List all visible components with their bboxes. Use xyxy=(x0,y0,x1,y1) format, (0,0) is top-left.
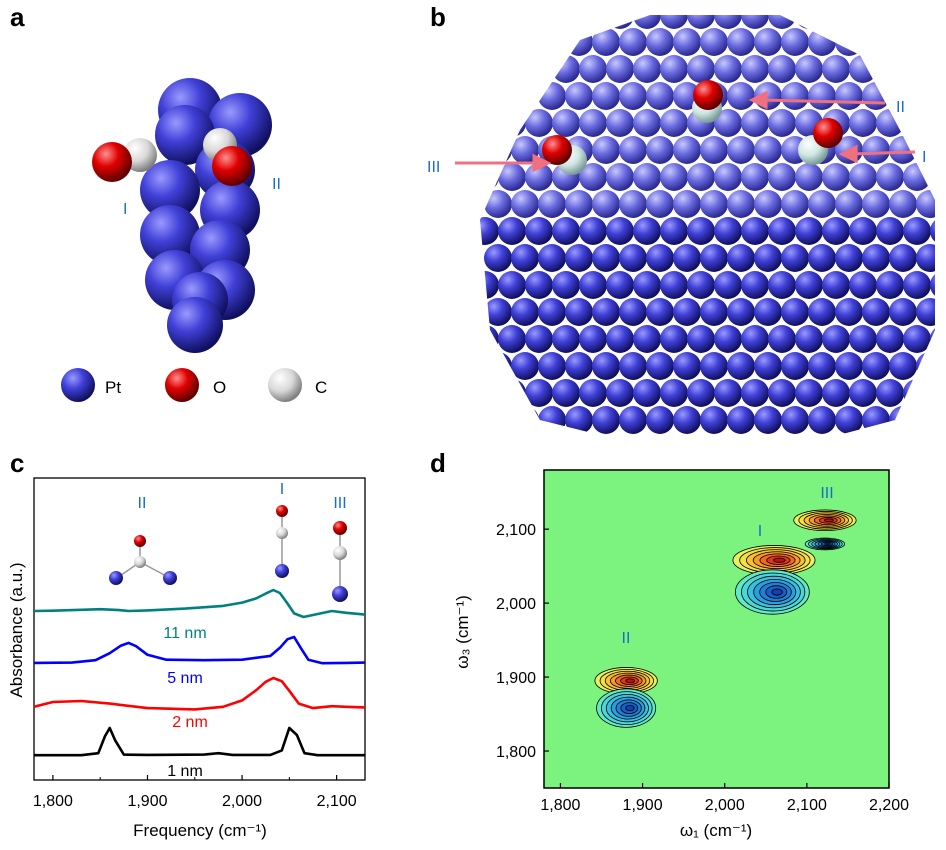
y-tick-label: 1,800 xyxy=(496,744,536,761)
y-tick-label: 2,100 xyxy=(496,522,536,539)
molecule-icon-bridge xyxy=(109,535,177,585)
contour-level xyxy=(625,704,635,712)
x-tick-label: 1,800 xyxy=(540,797,580,814)
series-line-11nm xyxy=(33,588,366,619)
peak-I-positive xyxy=(732,545,816,576)
series-line-5nm xyxy=(33,635,366,665)
peak-III-negative xyxy=(804,537,846,551)
series-line-1nm xyxy=(34,726,365,757)
panel-d-letter: d xyxy=(430,448,446,478)
molecule-icon-atop-I xyxy=(275,505,289,578)
panel-c-x-ticks: 1,800 1,900 2,000 2,100 xyxy=(33,775,357,810)
contour-level xyxy=(824,518,834,523)
series-label-2nm: 2 nm xyxy=(172,714,208,731)
panel-c-axes-frame xyxy=(33,477,366,781)
x-tick-label: 2,100 xyxy=(317,793,357,810)
y-tick-label: 2,000 xyxy=(496,596,536,613)
x-tick-label: 1,900 xyxy=(623,797,663,814)
x-tick-label: 2,100 xyxy=(787,797,827,814)
peak-II-positive xyxy=(594,667,658,695)
panel-c-x-axis-label: Frequency (cm⁻¹) xyxy=(133,821,267,840)
series-label-1nm: 1 nm xyxy=(167,763,203,780)
panel-d-peak-II-label: II xyxy=(622,630,631,647)
panel-c-site-II-label: II xyxy=(138,495,147,512)
panel-a-letter: a xyxy=(10,2,25,32)
series-line-2nm xyxy=(33,676,366,711)
panel-d-axes-frame xyxy=(543,469,890,789)
molecule-icon-atop-III xyxy=(332,521,348,602)
panel-d-peak-I-label: I xyxy=(758,523,762,540)
panel-c-letter: c xyxy=(10,448,25,478)
peak-I-negative xyxy=(734,569,810,615)
x-tick-label: 1,900 xyxy=(127,793,167,810)
contour-level xyxy=(771,588,783,596)
panel-c-site-I-label: I xyxy=(280,481,284,498)
panel-c-site-III-label: III xyxy=(333,495,346,512)
x-tick-label: 1,800 xyxy=(33,793,73,810)
panel-d-x-axis-label: ω₁ (cm⁻¹) xyxy=(680,821,752,840)
peak-III-positive xyxy=(793,509,857,532)
panel-d-contours xyxy=(594,509,857,728)
contour-level xyxy=(625,678,636,684)
panel-d-ticks: 1,800 1,900 2,000 2,100 2,200 1,800 1,900 2,000… xyxy=(496,522,909,814)
panel-d-peak-III-label: III xyxy=(820,485,833,502)
series-label-5nm: 5 nm xyxy=(167,670,203,687)
peak-II-negative xyxy=(596,688,657,728)
x-tick-label: 2,000 xyxy=(705,797,745,814)
x-tick-label: 2,200 xyxy=(869,797,909,814)
contour-level xyxy=(824,542,831,546)
series-label-11nm: 11 nm xyxy=(163,625,206,642)
panel-c-y-axis-label: Absorbance (a.u.) xyxy=(7,562,26,697)
x-tick-label: 2,000 xyxy=(222,793,262,810)
panel-d-y-axis-label: ω₃ (cm⁻¹) xyxy=(453,595,472,669)
panel-b-letter: b xyxy=(430,2,446,32)
panel-c-series xyxy=(33,588,366,757)
y-tick-label: 1,900 xyxy=(496,670,536,687)
contour-level xyxy=(773,557,786,563)
